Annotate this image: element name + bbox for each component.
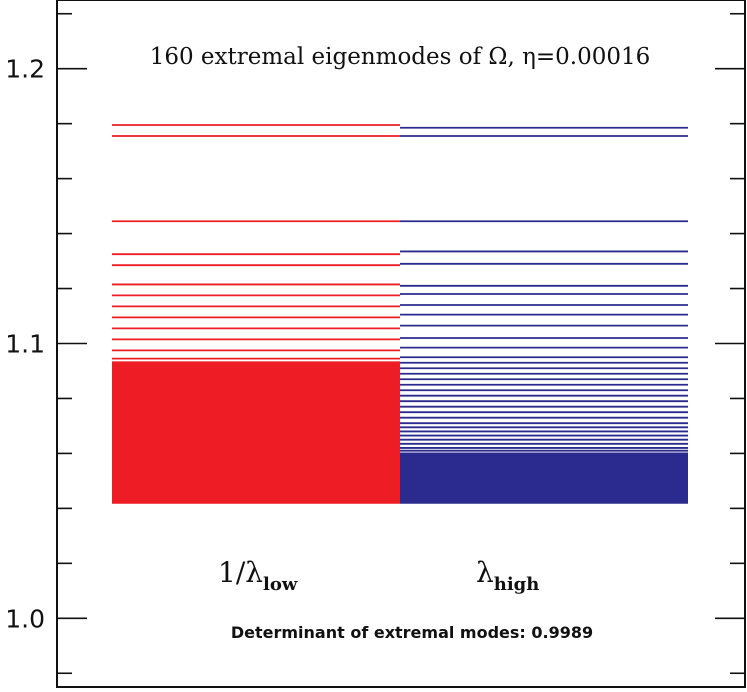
y-tick-label: 1.2 [5, 55, 45, 84]
series-low [112, 124, 400, 504]
series-label-high: λhigh [476, 556, 539, 595]
series-label-low-sub: low [263, 574, 298, 595]
determinant-annotation: Determinant of extremal modes: 0.9989 [231, 623, 593, 642]
series-label-low-main: 1/λ [218, 556, 263, 589]
chart-title: 160 extremal eigenmodes of Ω, η=0.00016 [150, 44, 651, 70]
series-label-high-main: λ [476, 556, 494, 589]
series-label-high-sub: high [494, 574, 540, 595]
y-tick-label: 1.0 [5, 604, 45, 633]
y-axis: 1.0 1.1 1.2 [5, 12, 745, 675]
series-high [400, 126, 688, 504]
y-tick-label: 1.1 [5, 330, 45, 359]
plot-frame [56, 0, 746, 688]
series-label-low: 1/λlow [218, 556, 298, 595]
series-layer [112, 124, 688, 504]
